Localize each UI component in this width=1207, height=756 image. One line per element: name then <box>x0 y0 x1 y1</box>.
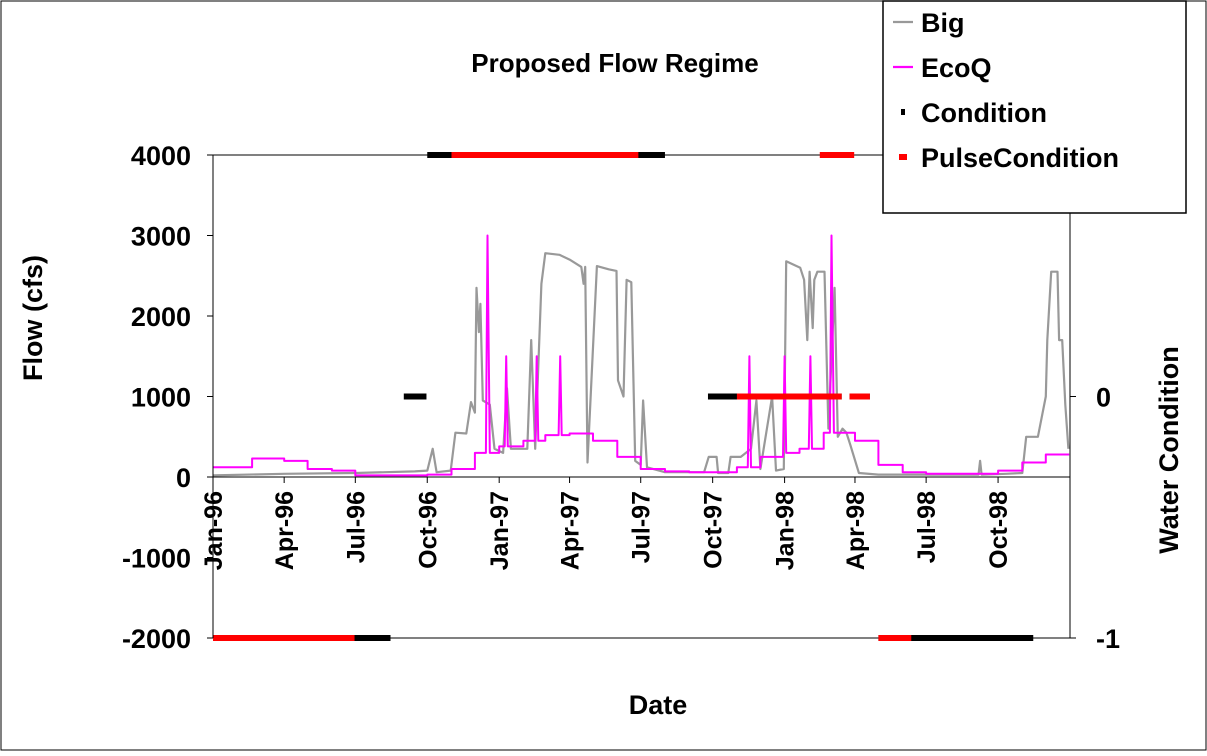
x-tick-label: Jan-97 <box>486 491 514 570</box>
legend-box <box>882 0 1187 214</box>
y-tick-label: 1000 <box>131 383 191 413</box>
x-tick-label: Jul-97 <box>628 491 656 563</box>
x-tick-label: Apr-97 <box>557 491 585 570</box>
legend-swatch <box>899 154 907 160</box>
axes-layer: 4000 3000 2000 1000 0 -1000 -2000 0 -1 Jan-96 Apr-… <box>122 141 1120 654</box>
y-tick-label: 4000 <box>131 141 191 171</box>
x-axis-title: Date <box>629 690 688 720</box>
y2-axis-title: Water Condition <box>1154 346 1184 553</box>
y-tick-label: 0 <box>176 463 191 493</box>
chart-title: Proposed Flow Regime <box>471 48 759 78</box>
y-tick-label: 2000 <box>131 302 191 332</box>
x-tick-label: Oct-97 <box>700 491 728 569</box>
series-layer <box>213 152 1070 641</box>
y-axis-title: Flow (cfs) <box>18 255 48 381</box>
legend-label: Condition <box>921 98 1047 128</box>
x-tick-label: Apr-96 <box>271 491 299 570</box>
x-tick-label: Oct-98 <box>985 491 1013 569</box>
legend-label: Big <box>921 8 965 38</box>
x-tick-label: Jan-96 <box>200 491 228 570</box>
x-tick-label: Oct-96 <box>414 491 442 569</box>
x-tick-label: Apr-98 <box>842 491 870 570</box>
x-tick-label: Jan-98 <box>772 491 800 570</box>
y-tick-label: -2000 <box>122 624 191 654</box>
legend-label: PulseCondition <box>921 143 1119 173</box>
legend-label: EcoQ <box>921 53 992 83</box>
y2-tick-label: -1 <box>1096 624 1120 654</box>
y-tick-label: 3000 <box>131 222 191 252</box>
legend: Big EcoQ Condition PulseCondition <box>882 0 1187 214</box>
y2-tick-label: 0 <box>1096 383 1111 413</box>
x-tick-label: Jul-96 <box>342 491 370 563</box>
series-line-ecoq <box>213 234 1070 477</box>
x-tick-label: Jul-98 <box>913 491 941 563</box>
legend-swatch <box>901 109 905 115</box>
y-tick-label: -1000 <box>122 544 191 574</box>
